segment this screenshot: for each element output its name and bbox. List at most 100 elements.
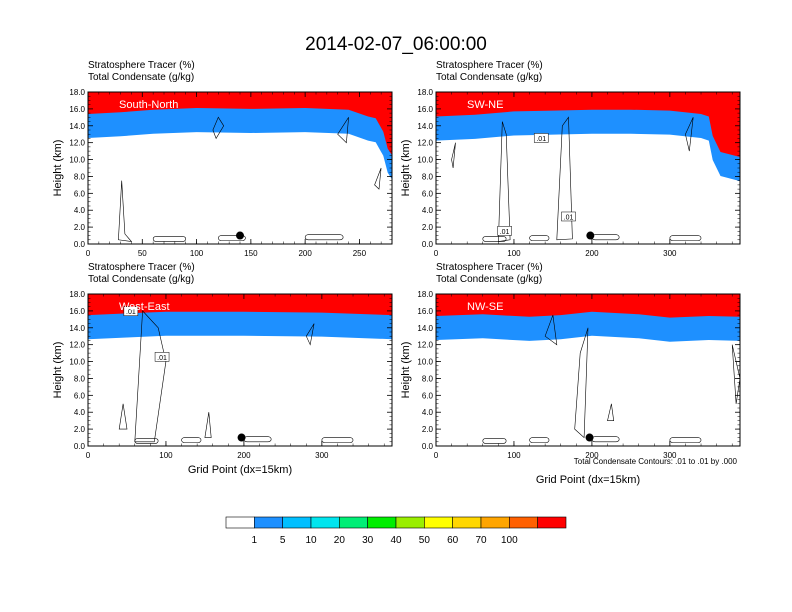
tracer-top-layer (88, 92, 392, 156)
y-tick-label: 12.0 (69, 341, 85, 350)
contour-label: .01 (533, 133, 549, 143)
x-tick-label: 100 (507, 451, 521, 460)
y-tick-label: 16.0 (417, 105, 433, 114)
x-tick-label: 50 (138, 249, 147, 258)
tracer-top-layer (436, 92, 740, 157)
location-marker (586, 231, 595, 240)
colorbar-swatch (537, 516, 567, 529)
x-tick-label: 200 (585, 451, 599, 460)
y-tick-label: 2.0 (422, 425, 434, 434)
condensate-contour (204, 412, 212, 438)
y-tick-label: 8.0 (74, 172, 86, 181)
x-tick-label: 0 (86, 451, 91, 460)
y-tick-label: 12.0 (417, 139, 433, 148)
panel-label: NW-SE (467, 301, 503, 313)
y-axis-label: Height (km) (52, 342, 64, 399)
panel-title-line: Stratosphere Tracer (%) (436, 60, 543, 71)
y-tick-label: 10.0 (69, 358, 85, 367)
condensate-contour (498, 121, 511, 242)
y-tick-label: 14.0 (417, 324, 433, 333)
y-tick-label: 8.0 (422, 374, 434, 383)
condensate-contour (118, 180, 133, 242)
x-tick-label: 300 (315, 451, 329, 460)
tracer-top-layer (88, 294, 392, 316)
condensate-contour (685, 117, 694, 152)
location-marker (585, 433, 594, 442)
colorbar-swatch (225, 516, 255, 529)
condensate-contour (134, 310, 167, 443)
condensate-contour (544, 314, 558, 346)
y-tick-label: 8.0 (74, 374, 86, 383)
condensate-contour (669, 235, 702, 241)
colorbar-swatch (254, 516, 283, 529)
condensate-contour (556, 116, 573, 241)
colorbar-label: 60 (447, 535, 459, 546)
y-tick-label: 6.0 (422, 391, 434, 400)
x-tick-label: 250 (353, 249, 367, 258)
panel-label: West-East (119, 301, 170, 313)
panel-title-line: Total Condensate (g/kg) (88, 274, 194, 285)
contour-label: .01 (123, 306, 139, 316)
condensate-contour (482, 236, 507, 242)
y-tick-label: 6.0 (422, 189, 434, 198)
condensate-contour (134, 438, 159, 444)
condensate-contour (482, 438, 507, 444)
tracer-band-10 (436, 92, 740, 182)
y-tick-label: 14.0 (417, 122, 433, 131)
y-tick-label: 10.0 (417, 358, 433, 367)
condensate-contour (451, 142, 456, 169)
condensate-contour (607, 403, 615, 421)
condensate-contour (669, 437, 702, 443)
contour-label-text: .01 (536, 136, 546, 143)
condensate-contour (305, 323, 315, 346)
x-tick-label: 200 (237, 451, 251, 460)
colorbar-label: 40 (390, 535, 402, 546)
y-tick-label: 0.0 (422, 442, 434, 451)
y-tick-label: 18.0 (417, 88, 433, 97)
contour-label: .01 (154, 352, 170, 362)
condensate-contour (118, 403, 128, 430)
y-tick-label: 18.0 (69, 290, 85, 299)
y-axis-label: Height (km) (400, 342, 412, 399)
y-tick-label: 18.0 (69, 88, 85, 97)
panel-title-line: Stratosphere Tracer (%) (88, 262, 195, 273)
location-marker (237, 433, 246, 442)
x-tick-label: 200 (585, 249, 599, 258)
colorbar-swatch (424, 516, 453, 529)
colorbar-swatch (395, 516, 425, 529)
x-tick-label: 0 (434, 249, 439, 258)
plot-area (88, 92, 392, 244)
y-tick-label: 0.0 (74, 240, 86, 249)
panel-title-line: Total Condensate (g/kg) (436, 274, 542, 285)
x-tick-label: 0 (434, 451, 439, 460)
condensate-contour (217, 235, 246, 241)
location-marker (236, 231, 244, 240)
tracer-band-10 (88, 92, 392, 180)
colorbar-label: 5 (280, 535, 286, 546)
y-tick-label: 18.0 (417, 290, 433, 299)
panel-top-left: South-North Stratosphere Tracer (%)Total … (52, 60, 393, 258)
y-axis-label: Height (km) (52, 140, 64, 197)
condensate-contour (152, 236, 187, 242)
plot-area: .01 .01 .01 (436, 92, 740, 244)
x-tick-label: 300 (663, 249, 677, 258)
condensate-contour (321, 437, 354, 443)
colorbar-label: 70 (475, 535, 487, 546)
panel-top-right: .01 .01 .01 SW-NE Stratosphere Tracer (%)Tot… (400, 60, 741, 258)
panel-title-line: Total Condensate (g/kg) (88, 72, 194, 83)
y-tick-label: 10.0 (69, 156, 85, 165)
condensate-contour (337, 117, 349, 144)
y-axis-label: Height (km) (400, 140, 412, 197)
condensate-contour (529, 235, 550, 241)
contour-label: .01 (561, 211, 576, 221)
y-tick-label: 8.0 (422, 172, 434, 181)
contour-footnote: Total Condensate Contours: .01 to .01 by… (574, 457, 738, 466)
condensate-contour (212, 116, 225, 140)
plot-area (436, 294, 740, 446)
condensate-contour (574, 327, 589, 439)
panel-title-line: Total Condensate (g/kg) (436, 72, 542, 83)
contour-label-text: .01 (500, 229, 510, 236)
y-tick-label: 0.0 (74, 442, 86, 451)
